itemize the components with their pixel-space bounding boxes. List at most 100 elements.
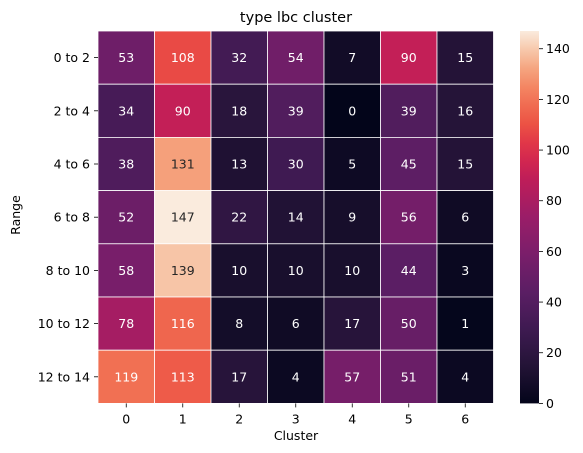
colorbar-tick-label: 100 <box>546 143 570 158</box>
y-tick-label: 2 to 4 <box>54 103 90 118</box>
cell-value-label: 8 <box>235 316 243 331</box>
x-tick-label: 4 <box>348 411 356 426</box>
heatmap-cell <box>210 30 268 85</box>
heatmap-cell <box>97 296 155 351</box>
y-tick-label: 4 to 6 <box>54 157 90 172</box>
cell-value-label: 57 <box>344 369 360 384</box>
heatmap-cell <box>267 136 325 191</box>
cell-value-label: 16 <box>457 103 473 118</box>
heatmap-cell <box>436 190 494 245</box>
heatmap-cell <box>380 190 438 245</box>
x-axis-title: Cluster <box>274 428 319 443</box>
cell-value-label: 139 <box>171 263 195 278</box>
cell-value-label: 17 <box>231 369 247 384</box>
heatmap-cell <box>97 243 155 298</box>
cell-value-label: 15 <box>457 50 473 65</box>
x-tick-label: 2 <box>235 411 243 426</box>
cell-value-label: 14 <box>288 210 304 225</box>
heatmap-cell <box>436 349 494 404</box>
y-tick-label: 6 to 8 <box>54 210 90 225</box>
cell-value-label: 32 <box>231 50 247 65</box>
colorbar-tick-label: 20 <box>546 345 562 360</box>
cell-value-label: 9 <box>348 210 356 225</box>
heatmap-cell <box>323 296 381 351</box>
cell-value-label: 78 <box>118 316 134 331</box>
colorbar: 0 20 40 60 80 100 120 140 <box>520 31 570 411</box>
cell-value-label: 30 <box>288 157 304 172</box>
heatmap-cell <box>97 349 155 404</box>
heatmap-cell <box>154 136 212 191</box>
cell-value-label: 39 <box>401 103 417 118</box>
cell-value-label: 17 <box>344 316 360 331</box>
cell-value-label: 10 <box>288 263 304 278</box>
heatmap-cell <box>323 136 381 191</box>
cell-value-label: 13 <box>231 157 247 172</box>
cell-value-label: 6 <box>292 316 300 331</box>
heatmap-cell <box>436 83 494 138</box>
cell-value-label: 131 <box>171 157 195 172</box>
colorbar-tick-label: 60 <box>546 244 562 259</box>
colorbar-tick-label: 140 <box>546 41 570 56</box>
heatmap-cell <box>97 30 155 85</box>
cell-value-label: 10 <box>231 263 247 278</box>
heatmap-cell <box>267 349 325 404</box>
heatmap-cell <box>436 136 494 191</box>
heatmap-cell <box>210 349 268 404</box>
cell-value-label: 53 <box>118 50 134 65</box>
x-tick-label: 0 <box>122 411 130 426</box>
cell-value-label: 39 <box>288 103 304 118</box>
heatmap-cell <box>154 296 212 351</box>
cell-value-label: 3 <box>461 263 469 278</box>
cell-value-label: 4 <box>292 369 300 384</box>
heatmap-cell <box>97 190 155 245</box>
heatmap-cell <box>436 296 494 351</box>
cell-value-label: 5 <box>348 157 356 172</box>
cell-value-label: 10 <box>344 263 360 278</box>
y-tick-label: 8 to 10 <box>46 263 90 278</box>
cell-value-label: 90 <box>401 50 417 65</box>
cell-value-label: 147 <box>171 210 195 225</box>
cell-value-label: 113 <box>171 369 195 384</box>
heatmap-cell <box>267 30 325 85</box>
colorbar-tick-label: 0 <box>546 396 554 411</box>
cell-value-label: 54 <box>288 50 304 65</box>
y-tick-label: 0 to 2 <box>54 50 90 65</box>
cell-value-label: 34 <box>118 103 134 118</box>
heatmap-cell <box>210 296 268 351</box>
y-axis-title: Range <box>8 195 23 235</box>
cell-value-label: 18 <box>231 103 247 118</box>
heatmap-cell <box>323 349 381 404</box>
x-tick-label: 3 <box>292 411 300 426</box>
cell-value-label: 7 <box>348 50 356 65</box>
heatmap-cell <box>380 349 438 404</box>
cell-value-label: 90 <box>175 103 191 118</box>
colorbar-tick-label: 80 <box>546 193 562 208</box>
cell-value-label: 51 <box>401 369 417 384</box>
heatmap-cell <box>380 30 438 85</box>
heatmap-cell <box>154 190 212 245</box>
cell-value-label: 0 <box>348 103 356 118</box>
cell-value-label: 38 <box>118 157 134 172</box>
cell-value-label: 22 <box>231 210 247 225</box>
cell-value-label: 56 <box>401 210 417 225</box>
colorbar-tick-label: 120 <box>546 92 570 107</box>
x-tick-label: 6 <box>461 411 469 426</box>
heatmap-cell <box>154 30 212 85</box>
cell-value-label: 4 <box>461 369 469 384</box>
chart-title: type lbc cluster <box>240 10 352 26</box>
cell-value-label: 116 <box>171 316 195 331</box>
x-tick-label: 1 <box>179 411 187 426</box>
cell-value-label: 1 <box>461 316 469 331</box>
heatmap-cell <box>380 136 438 191</box>
x-tick-label: 5 <box>405 411 413 426</box>
cell-value-label: 52 <box>118 210 134 225</box>
cell-value-label: 50 <box>401 316 417 331</box>
cell-value-label: 108 <box>171 50 195 65</box>
cell-value-label: 6 <box>461 210 469 225</box>
y-tick-label: 10 to 12 <box>38 316 90 331</box>
colorbar-tick-label: 40 <box>546 295 562 310</box>
heatmap-cell <box>210 83 268 138</box>
heatmap-cell <box>210 243 268 298</box>
